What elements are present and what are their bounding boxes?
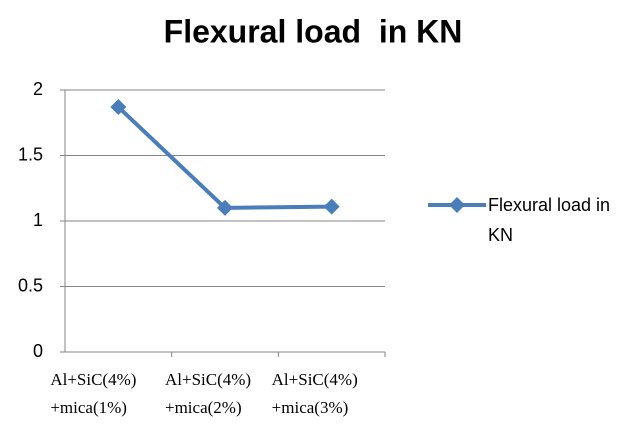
marker — [110, 99, 127, 116]
y-tick-label: 1.5 — [18, 144, 43, 164]
y-tick-label: 0 — [33, 341, 43, 361]
line — [116, 105, 332, 210]
x-tick-label: Al+SiC(4%) +mica(3%) — [271, 370, 358, 417]
x-tick-label: Al+SiC(4%) +mica(2%) — [165, 370, 252, 417]
chart-title: Flexural load in KN — [164, 13, 463, 49]
legend-label: Flexural load in KN — [488, 195, 611, 245]
legend-marker — [449, 197, 465, 213]
marker — [323, 198, 340, 215]
marker — [217, 199, 233, 216]
y-tick-label: 2 — [33, 79, 43, 99]
x-tick-label: Al+SiC(4%) +mica(1%) — [50, 370, 137, 417]
y-tick-label: 1 — [33, 210, 43, 230]
y-tick-label: 0.5 — [18, 275, 43, 295]
